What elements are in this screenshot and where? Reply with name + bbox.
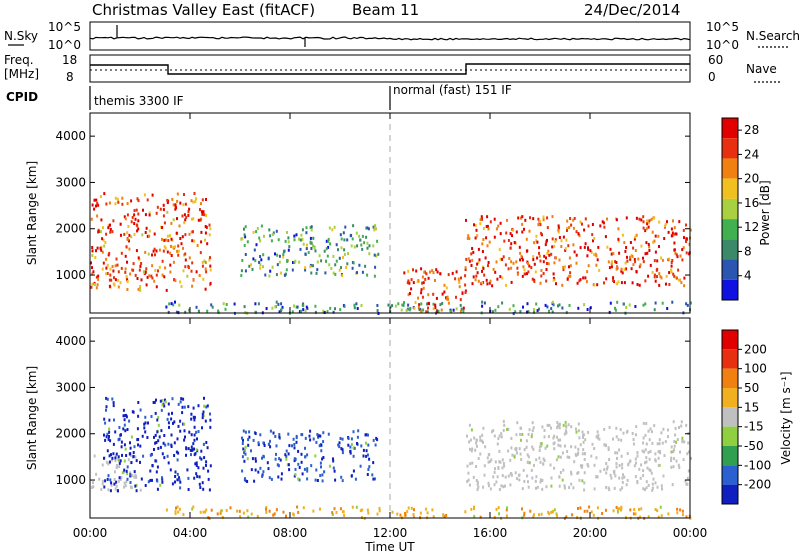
cpid-left: themis 3300 IF (94, 94, 184, 108)
colorbar-tick-label: 8 (744, 244, 752, 258)
colorbar-segment (722, 279, 738, 300)
nsky-panel: N.Sky 10^5 10^0 10^5 10^0 N.Search (4, 20, 800, 52)
x-axis: 00:00 04:00 08:00 12:00 16:00 20:00 00:00 (73, 113, 708, 540)
colorbar-tick-label: 50 (744, 381, 759, 395)
cpid-label: CPID (6, 90, 38, 104)
colorbar-tick-label: 200 (744, 342, 767, 356)
echo-region (91, 454, 142, 492)
x-tick-label: 00:00 (673, 526, 708, 540)
y-tick-label: 2000 (55, 222, 86, 236)
y-tick-label: 4000 (55, 334, 86, 348)
nsearch-label: N.Search (746, 29, 800, 43)
y-tick-label: 1000 (55, 268, 86, 282)
colorbar-tick-label: 100 (744, 362, 767, 376)
colorbar-segment (722, 465, 738, 485)
cpid-right: normal (fast) 151 IF (393, 83, 512, 97)
velocity-colorbar-label: Velocity [m s⁻¹] (779, 371, 793, 464)
colorbar-segment (722, 349, 738, 369)
colorbar-segment (722, 484, 738, 504)
freq-unit: [MHz] (4, 67, 39, 81)
y-tick-label: 3000 (55, 380, 86, 394)
x-tick-label: 04:00 (173, 526, 208, 540)
chart-title: Christmas Valley East (fitACF) (92, 1, 315, 19)
colorbar-segment (722, 118, 738, 139)
colorbar-segment (722, 158, 738, 179)
colorbar-segment (722, 426, 738, 446)
nave-tick-top: 60 (708, 53, 723, 67)
nave-label: Nave (746, 62, 777, 76)
freq-series (90, 63, 690, 75)
freq-tick-top: 18 (62, 53, 77, 67)
velocity-y-axis-label: Slant Range [km] (25, 366, 39, 470)
echo-region (466, 419, 692, 492)
velocity-colorbar: 200 100 50 15 -15 -50 -100 -200 (721, 329, 771, 505)
echo-region (90, 192, 212, 292)
nsky-tick-bottom: 10^0 (48, 38, 81, 52)
power-panel: 1000 2000 3000 4000 Slant Range [km] 4 8 12 16… (25, 112, 772, 316)
freq-tick-bottom: 8 (66, 70, 74, 84)
date-label: 24/Dec/2014 (584, 1, 680, 19)
colorbar-tick-label: 4 (744, 269, 752, 283)
nsky-label: N.Sky (4, 29, 38, 43)
colorbar-tick-label: -200 (744, 478, 771, 492)
echo-region (103, 396, 212, 493)
y-tick-label: 4000 (55, 129, 86, 143)
colorbar-segment (722, 330, 738, 350)
y-tick-label: 1000 (55, 473, 86, 487)
colorbar-tick-label: 28 (744, 123, 759, 137)
nsearch-tick-bottom: 10^0 (706, 38, 739, 52)
colorbar-segment (722, 178, 738, 199)
nsky-series (89, 25, 691, 47)
colorbar-segment (722, 239, 738, 260)
freq-label: Freq. (4, 53, 34, 67)
x-tick-label: 00:00 (73, 526, 108, 540)
power-colorbar: 4 8 12 16 20 24 28 (721, 117, 759, 301)
colorbar-segment (722, 198, 738, 220)
colorbar-tick-label: -50 (744, 439, 764, 453)
colorbar-tick-label: -15 (744, 420, 764, 434)
power-colorbar-label: Power [dB] (758, 180, 772, 245)
cpid-row: CPID themis 3300 IF normal (fast) 151 IF (6, 83, 512, 110)
colorbar-tick-label: 24 (744, 147, 759, 161)
nave-tick-bottom: 0 (708, 70, 716, 84)
y-tick-label: 3000 (55, 175, 86, 189)
x-tick-label: 16:00 (473, 526, 508, 540)
velocity-panel: 1000 2000 3000 4000 Slant Range [km] 200 100… (25, 317, 793, 520)
echo-region (403, 266, 467, 314)
echo-region (465, 215, 692, 288)
colorbar-segment (722, 259, 738, 280)
nsearch-tick-top: 10^5 (706, 20, 739, 34)
colorbar-tick-label: 15 (744, 400, 759, 414)
colorbar-segment (722, 446, 738, 466)
echo-region (241, 429, 379, 483)
colorbar-tick-label: -100 (744, 458, 771, 472)
y-tick-label: 2000 (55, 427, 86, 441)
x-tick-label: 20:00 (573, 526, 608, 540)
x-tick-label: 08:00 (273, 526, 308, 540)
colorbar-segment (722, 407, 738, 427)
power-y-axis-label: Slant Range [km] (25, 161, 39, 265)
colorbar-segment (722, 138, 738, 159)
nsky-tick-top: 10^5 (48, 20, 81, 34)
x-tick-label: 12:00 (373, 526, 408, 540)
colorbar-tick-label: 20 (744, 172, 759, 186)
colorbar-segment (722, 388, 738, 408)
colorbar-tick-label: 16 (744, 196, 759, 210)
beam-label: Beam 11 (352, 1, 419, 19)
colorbar-segment (722, 368, 738, 388)
freq-panel: Freq. [MHz] 18 8 60 0 Nave (4, 53, 780, 84)
x-axis-label: Time UT (364, 540, 415, 554)
colorbar-segment (722, 219, 738, 240)
echo-region (240, 224, 380, 278)
colorbar-tick-label: 12 (744, 220, 759, 234)
